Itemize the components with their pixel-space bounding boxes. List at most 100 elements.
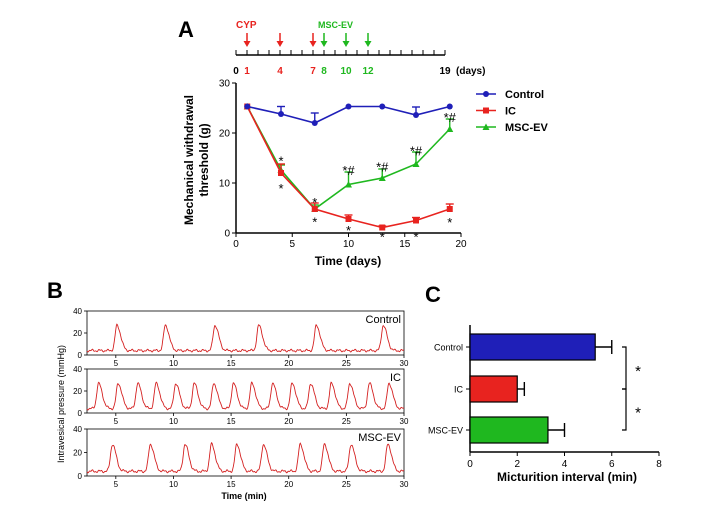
data-point	[311, 120, 318, 126]
data-point	[446, 103, 453, 110]
timeline-tick-label: 1	[244, 66, 250, 77]
trace-ic: 0 20 40 5 10 15 20 25 30 IC	[73, 365, 409, 426]
significance-mark: *	[380, 230, 385, 245]
data-point	[311, 206, 318, 212]
trace-label: IC	[390, 372, 401, 384]
data-point	[379, 224, 386, 231]
panel-a-x-tick-label: 15	[399, 239, 411, 250]
significance-bracket	[622, 346, 627, 390]
trace-x-tick-label: 5	[114, 480, 119, 489]
trace-x-tick-label: 15	[227, 359, 236, 368]
trace-y-tick-label: 20	[73, 329, 82, 338]
panel-a-x-tick-label: 20	[455, 239, 467, 250]
significance-mark: *	[346, 223, 351, 238]
bar	[469, 333, 596, 361]
trace-y-tick-label: 20	[73, 449, 82, 458]
trace-x-tick-label: 10	[169, 417, 178, 426]
panel-c-x-tick-label: 4	[562, 459, 568, 470]
data-point	[345, 181, 352, 188]
trace-label: Control	[366, 314, 401, 326]
panel-c-xlabel: Micturition interval (min)	[497, 470, 637, 484]
panel-label-a: A	[178, 17, 194, 42]
significance-mark: *	[278, 181, 283, 196]
significance-mark: *	[413, 230, 418, 245]
trace-x-tick-label: 25	[342, 359, 351, 368]
significance-mark: *#	[410, 144, 423, 159]
timeline-tick-label: 8	[321, 66, 327, 77]
trace-x-tick-label: 30	[400, 480, 409, 489]
trace-x-tick-label: 20	[284, 417, 293, 426]
data-point	[378, 174, 386, 181]
cyp-arrow-icon-head	[309, 41, 317, 47]
trace-frame	[86, 310, 405, 356]
data-point	[379, 103, 386, 110]
trace-y-tick-label: 0	[78, 351, 83, 360]
bar	[469, 416, 549, 444]
panel-c-x-tick-label: 6	[609, 459, 615, 470]
series-mscev	[243, 103, 454, 212]
mscev-arrow-icon-head	[320, 41, 328, 47]
panel-c-x-tick-label: 0	[467, 459, 473, 470]
trace-x-tick-label: 25	[342, 417, 351, 426]
pressure-trace-line	[86, 323, 405, 353]
trace-x-tick-label: 10	[169, 359, 178, 368]
data-point	[446, 206, 453, 212]
panel-a-legend: Control IC MSC-EV	[476, 89, 548, 134]
panel-c-x-tick-label: 8	[656, 459, 662, 470]
significance-mark: *	[278, 154, 283, 169]
data-point	[345, 216, 352, 222]
panel-a-x-tick-label: 10	[343, 239, 355, 250]
panel-a-y-tick-label: 30	[219, 79, 231, 90]
panel-a-xlabel: Time (days)	[315, 254, 381, 268]
trace-x-tick-label: 30	[400, 359, 409, 368]
panel-c: 0 2 4 6 8 Control IC MSC-EV * * Micturition inter…	[428, 325, 662, 484]
trace-control: 0 20 40 5 10 15 20 25 30 Control	[73, 307, 409, 368]
timeline-tick-label: 4	[277, 66, 283, 77]
trace-y-tick-label: 40	[73, 307, 82, 316]
cyp-arrow-icon-head	[243, 41, 251, 47]
pressure-trace-line	[86, 381, 405, 411]
significance-mark: *	[312, 215, 317, 230]
significance-mark: *#	[444, 110, 457, 125]
category-label: IC	[454, 385, 464, 395]
panel-a-y-tick-label: 20	[219, 129, 231, 140]
pressure-trace-line	[86, 442, 405, 474]
panel-b: 0 20 40 5 10 15 20 25 30 Control 0 20 40 5 10 15 20 25 30 I…	[56, 307, 409, 501]
timeline-unit: (days)	[456, 66, 485, 77]
trace-y-tick-label: 20	[73, 387, 82, 396]
significance-mark: *#	[376, 160, 389, 175]
significance-mark: *#	[342, 163, 355, 178]
treatment-timeline: CYP MSC-EV 0 1 4 7 8 10 12 19 (days)	[233, 20, 485, 77]
trace-y-tick-label: 40	[73, 425, 82, 434]
panel-label-c: C	[425, 282, 441, 307]
data-point	[413, 217, 419, 224]
cyp-arrow-icon-head	[276, 41, 284, 47]
trace-x-tick-label: 5	[114, 359, 119, 368]
trace-y-tick-label: 0	[78, 472, 83, 481]
data-point	[446, 125, 454, 132]
panel-a-x-tick-label: 5	[289, 239, 295, 250]
panel-a-y-tick-label: 10	[219, 179, 231, 190]
trace-y-tick-label: 0	[78, 409, 83, 418]
data-point	[278, 111, 284, 117]
data-point	[345, 103, 352, 110]
trace-x-tick-label: 25	[342, 480, 351, 489]
timeline-tick-label: 7	[310, 66, 316, 77]
panel-a-ylabel-line1: Mechanical withdrawal	[182, 95, 196, 225]
timeline-tick-label: 0	[233, 66, 239, 77]
bar	[469, 375, 518, 403]
category-label: Control	[434, 343, 463, 353]
significance-mark: *	[312, 195, 317, 210]
panel-a: 0 5 10 15 20 0 10 20 30 * * * * *# * *# * *# * *# * Time (da…	[182, 79, 548, 269]
data-point	[412, 160, 420, 167]
data-point	[413, 112, 419, 118]
trace-x-tick-label: 10	[169, 480, 178, 489]
panel-a-x-tick-label: 0	[233, 239, 239, 250]
mscev-arrow-icon-head	[342, 41, 350, 47]
legend-marker	[482, 123, 490, 130]
significance-bracket	[622, 388, 627, 431]
category-label: MSC-EV	[428, 426, 463, 436]
mscev-timeline-label: MSC-EV	[318, 20, 353, 30]
trace-x-tick-label: 5	[114, 417, 119, 426]
